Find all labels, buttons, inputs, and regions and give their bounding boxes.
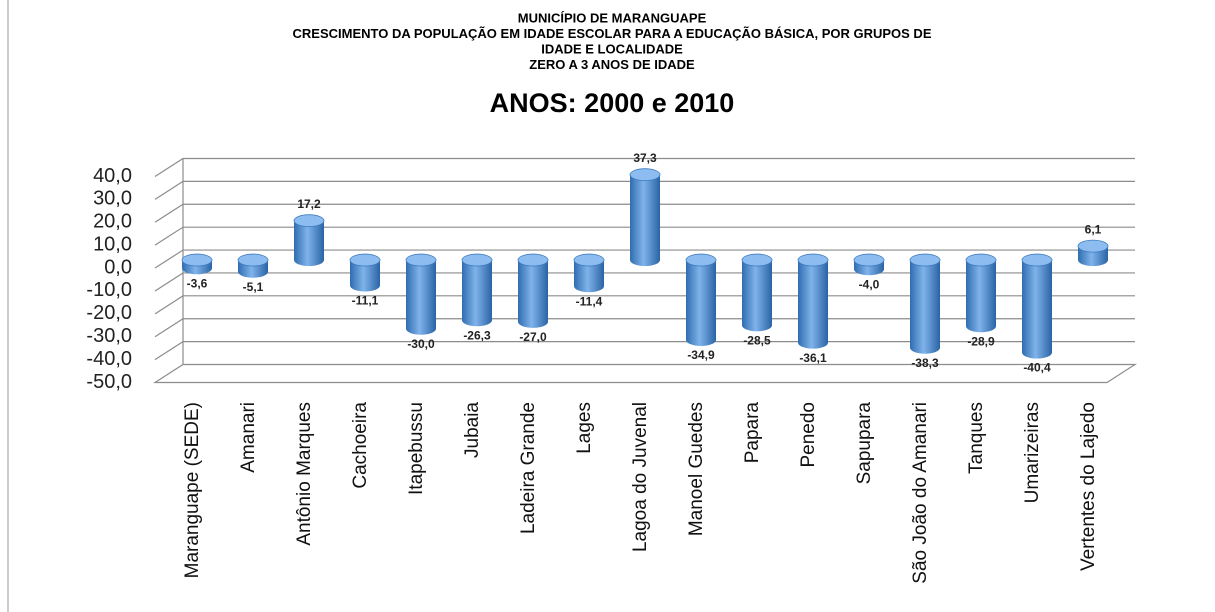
y-tick-label: -30,0 xyxy=(86,325,132,347)
bar xyxy=(406,254,436,335)
x-tick-label: Cachoeira xyxy=(350,402,371,489)
y-tick-label: -40,0 xyxy=(86,348,132,370)
value-label: 17,2 xyxy=(297,197,321,211)
title-line: IDADE E LOCALIDADE xyxy=(541,41,683,56)
x-tick-label: Itapebussu xyxy=(406,402,427,495)
x-tick-label: Maranguape (SEDE) xyxy=(182,402,203,578)
bar-cap xyxy=(461,253,493,267)
value-label: -3,6 xyxy=(187,276,208,290)
value-label: -11,1 xyxy=(352,294,379,308)
x-tick-label: Manoel Guedes xyxy=(686,402,707,536)
y-tick-label: -20,0 xyxy=(86,302,132,324)
value-label: 6,1 xyxy=(1085,222,1102,236)
bar-cap xyxy=(293,214,325,228)
bar xyxy=(294,214,324,267)
y-tick-label: 30,0 xyxy=(93,188,132,210)
bar-cap xyxy=(853,253,885,267)
value-label: -11,4 xyxy=(576,294,603,308)
y-tick-label: 10,0 xyxy=(93,233,132,255)
value-label: -28,5 xyxy=(743,333,771,347)
x-tick-label: Tanques xyxy=(966,402,987,474)
bar xyxy=(462,254,492,327)
y-tick-label: -10,0 xyxy=(86,279,132,301)
value-label: -40,4 xyxy=(1023,361,1051,375)
bar-cap xyxy=(1021,253,1053,267)
value-label: -38,3 xyxy=(911,356,939,370)
x-tick-label: Lages xyxy=(574,402,595,454)
bar-cap xyxy=(909,253,941,267)
y-tick-label: -50,0 xyxy=(86,371,132,393)
bar-cap xyxy=(1077,239,1109,253)
value-label: -27,0 xyxy=(519,330,547,344)
y-tick-label: 20,0 xyxy=(93,211,132,233)
value-label: -30,0 xyxy=(407,337,435,351)
x-tick-label: Antônio Marques xyxy=(294,402,315,546)
title-line: CRESCIMENTO DA POPULAÇÃO EM IDADE ESCOLA… xyxy=(293,26,932,41)
bar xyxy=(742,254,772,332)
bar-cap xyxy=(797,253,829,267)
y-tick-label: 0,0 xyxy=(104,256,132,278)
bar-cap xyxy=(405,253,437,267)
x-tick-label: São João do Amanari xyxy=(910,402,931,584)
value-label: -36,1 xyxy=(799,351,827,365)
x-tick-label: Ladeira Grande xyxy=(518,402,539,534)
value-label: -28,9 xyxy=(967,334,995,348)
bar-cap xyxy=(573,253,605,267)
bar xyxy=(1022,254,1052,359)
bar-cap xyxy=(629,168,661,182)
x-tick-label: Lagoa do Juvenal xyxy=(630,402,651,552)
bar-cap xyxy=(349,253,381,267)
bar-cap xyxy=(965,253,997,267)
bar-cap xyxy=(685,253,717,267)
y-tick-label: 40,0 xyxy=(93,165,132,187)
value-label: 37,3 xyxy=(633,151,657,165)
bar xyxy=(630,168,660,267)
grid-line xyxy=(152,363,1138,384)
value-label: -4,0 xyxy=(859,277,880,291)
bar-cap xyxy=(181,253,213,267)
x-tick-label: Vertentes do Lajedo xyxy=(1078,402,1099,571)
bar-cap xyxy=(237,253,269,267)
x-tick-label: Papara xyxy=(742,402,763,464)
bar-cap xyxy=(517,253,549,267)
bar xyxy=(798,254,828,349)
x-tick-label: Jubaia xyxy=(462,402,483,458)
bar xyxy=(686,254,716,346)
value-label: -34,9 xyxy=(687,348,715,362)
bar xyxy=(518,254,548,328)
x-tick-label: Amanari xyxy=(238,402,259,473)
value-label: -26,3 xyxy=(463,328,491,342)
x-tick-label: Umarizeiras xyxy=(1022,402,1043,503)
title-line: ZERO A 3 ANOS DE IDADE xyxy=(529,57,695,72)
x-tick-label: Penedo xyxy=(798,402,819,468)
x-tick-label: Sapupara xyxy=(854,402,875,485)
title-line: MUNICÍPIO DE MARANGUAPE xyxy=(518,10,707,25)
bar xyxy=(966,254,996,333)
value-label: -5,1 xyxy=(243,280,264,294)
bar xyxy=(910,254,940,354)
bar-cap xyxy=(741,253,773,267)
chart-title: ANOS: 2000 e 2010 xyxy=(490,88,735,118)
